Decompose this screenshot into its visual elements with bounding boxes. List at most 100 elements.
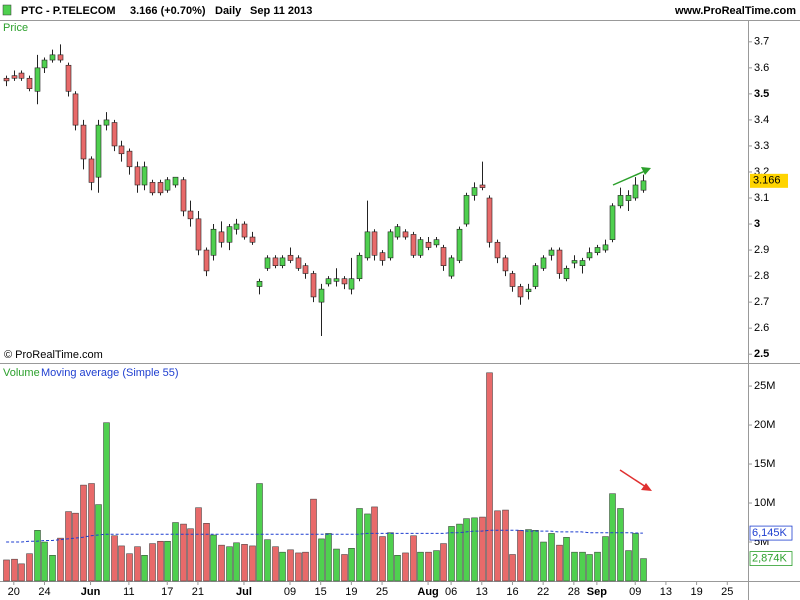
y-tick-label: 3.4	[754, 114, 769, 126]
candle-body	[72, 93, 79, 126]
candle-body	[632, 184, 639, 199]
candle	[556, 247, 563, 279]
y-tick-label: 25M	[754, 380, 775, 392]
candle-body	[95, 124, 102, 178]
candle	[279, 255, 286, 269]
header-bar	[0, 0, 800, 20]
candle-body	[256, 281, 263, 287]
volume-bar	[279, 551, 286, 582]
volume-bar	[65, 511, 72, 582]
volume-bar	[394, 555, 401, 582]
volume-bar	[72, 512, 79, 582]
x-tick-label: 25	[721, 586, 733, 598]
candle	[103, 112, 110, 131]
candle-body	[640, 180, 647, 191]
last-value-label: 6,145K	[752, 527, 788, 539]
candle-body	[118, 145, 125, 155]
candle	[456, 226, 463, 264]
volume-bar	[586, 554, 593, 582]
candle-body	[509, 273, 516, 287]
x-tick-label: 25	[376, 586, 388, 598]
candle	[417, 237, 424, 258]
candle-body	[586, 252, 593, 259]
site: www.ProRealTime.com	[674, 5, 796, 17]
candle	[509, 270, 516, 292]
volume-bar	[3, 559, 10, 582]
volume-bar	[149, 543, 156, 582]
candle	[272, 255, 279, 269]
volume-bar	[602, 536, 609, 582]
candle	[502, 255, 509, 277]
volume-bar	[203, 523, 210, 582]
x-tick-label: 09	[629, 586, 641, 598]
volume-bar	[233, 542, 240, 582]
candle	[471, 182, 478, 201]
candle	[563, 265, 570, 282]
volume-bar	[49, 555, 56, 582]
candle	[310, 270, 317, 303]
candle	[579, 257, 586, 274]
volume-bar	[249, 545, 256, 582]
volume-bar	[126, 553, 133, 582]
x-tick-label: 11	[123, 586, 134, 598]
volume-bar	[111, 535, 118, 582]
volume-bar	[341, 554, 348, 582]
volume-bar	[256, 483, 263, 582]
candle-body	[594, 247, 601, 253]
candle	[88, 156, 95, 191]
candle-body	[532, 265, 539, 287]
volume-bar	[509, 554, 516, 582]
candle-body	[602, 244, 609, 251]
volume-bar	[195, 507, 202, 582]
volume-bar	[387, 532, 394, 582]
x-tick-label: 28	[568, 586, 580, 598]
volume-bar	[632, 533, 639, 582]
candle-body	[494, 241, 501, 259]
x-tick-label: 19	[690, 586, 702, 598]
y-tick-label: 2.6	[754, 322, 769, 334]
candle-body	[210, 228, 217, 256]
x-tick-label: 19	[345, 586, 357, 598]
candle-body	[49, 54, 56, 61]
volume-bar	[371, 506, 378, 582]
last-value-box	[749, 525, 793, 541]
volume-bar	[318, 538, 325, 582]
ma-title: Moving average (Simple 55)	[41, 367, 179, 379]
candle-body	[410, 234, 417, 256]
candle	[249, 231, 256, 245]
last-value-box	[749, 551, 793, 566]
volume-bar	[325, 533, 332, 582]
period: Daily	[215, 5, 242, 17]
candle-body	[164, 179, 171, 191]
volume-bar	[579, 551, 586, 582]
candle-body	[394, 226, 401, 238]
candle	[172, 176, 179, 188]
candle-body	[272, 257, 279, 266]
volume-bar	[448, 526, 455, 582]
volume-bar	[417, 551, 424, 582]
x-tick-label: Aug	[417, 586, 438, 598]
candle	[111, 119, 118, 152]
volume-title: Volume	[3, 367, 40, 379]
volume-bar	[532, 530, 539, 582]
volume-bar	[379, 536, 386, 582]
candle-body	[625, 195, 632, 201]
candle	[325, 276, 332, 287]
candle-body	[364, 231, 371, 259]
candle-body	[548, 249, 555, 256]
candle	[95, 119, 102, 193]
credit: © ProRealTime.com	[4, 349, 103, 361]
volume-bar	[402, 552, 409, 582]
candle-body	[341, 278, 348, 285]
candle-body	[609, 205, 616, 240]
date: Sep 11 2013	[250, 5, 312, 17]
x-tick-label: 06	[445, 586, 457, 598]
candle-body	[287, 254, 294, 261]
volume-bar	[364, 513, 371, 582]
y-tick-label: 2.9	[754, 244, 769, 256]
candle-body	[433, 239, 440, 246]
volume-bar	[18, 563, 25, 582]
candle	[134, 161, 141, 193]
candle-body	[172, 176, 179, 186]
volume-bar	[463, 518, 470, 582]
